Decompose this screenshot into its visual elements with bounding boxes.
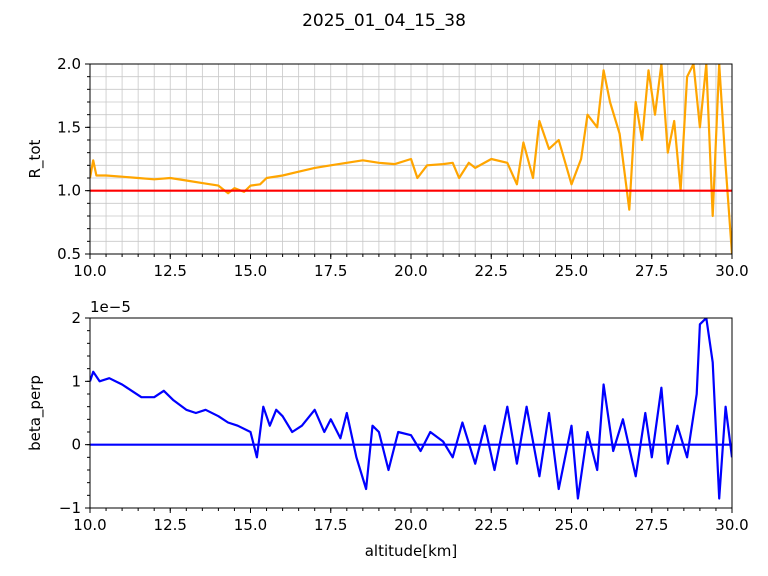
x-tick-label: 17.5 [314,516,347,534]
x-tick-label: 15.0 [234,516,267,534]
x-tick-label: 27.5 [635,516,668,534]
x-tick-label: 17.5 [314,262,347,280]
bottom-panel-ylabel: beta_perp [26,375,45,451]
x-tick-label: 12.5 [154,262,187,280]
y-tick-label: 2 [71,309,81,327]
x-tick-label: 25.0 [555,262,588,280]
bottom-panel-ticks: 10.0 12.5 15.0 17.5 20.0 22.5 25.0 27.5 30.0 −1 0 1… [59,309,749,534]
top-panel-grid [89,63,733,255]
y-tick-label: 0.5 [57,245,81,263]
x-tick-label: 20.0 [394,262,427,280]
x-tick-label: 27.5 [635,262,668,280]
x-tick-label: 10.0 [73,262,106,280]
y-tick-label: 1.5 [57,118,81,136]
data-series-line [90,318,732,500]
figure-title: 2025_01_04_15_38 [302,11,466,31]
bottom-panel: 10.0 12.5 15.0 17.5 20.0 22.5 25.0 27.5 30.0 −1 0 1… [26,298,749,560]
bottom-panel-frame [89,317,733,509]
x-tick-label: 15.0 [234,262,267,280]
bottom-panel-xlabel: altitude[km] [365,542,458,560]
x-tick-label: 22.5 [475,262,508,280]
y-tick-label: −1 [59,499,81,517]
top-panel-series [90,64,732,254]
bottom-panel-offset-text: 1e−5 [90,298,131,316]
x-tick-label: 12.5 [154,516,187,534]
y-tick-label: 1.0 [57,182,81,200]
x-tick-label: 30.0 [715,516,748,534]
top-panel: 10.0 12.5 15.0 17.5 20.0 22.5 25.0 27.5 30.0 0.5 1… [26,55,749,280]
bottom-panel-series [90,318,732,500]
top-panel-ylabel: R_tot [26,139,45,178]
x-tick-label: 10.0 [73,516,106,534]
y-tick-label: 0 [71,436,81,454]
y-tick-label: 1 [71,372,81,390]
x-tick-label: 30.0 [715,262,748,280]
x-tick-label: 20.0 [394,516,427,534]
y-tick-label: 2.0 [57,55,81,73]
top-panel-ticks: 10.0 12.5 15.0 17.5 20.0 22.5 25.0 27.5 30.0 0.5 1… [57,55,749,280]
x-tick-label: 22.5 [475,516,508,534]
x-tick-label: 25.0 [555,516,588,534]
